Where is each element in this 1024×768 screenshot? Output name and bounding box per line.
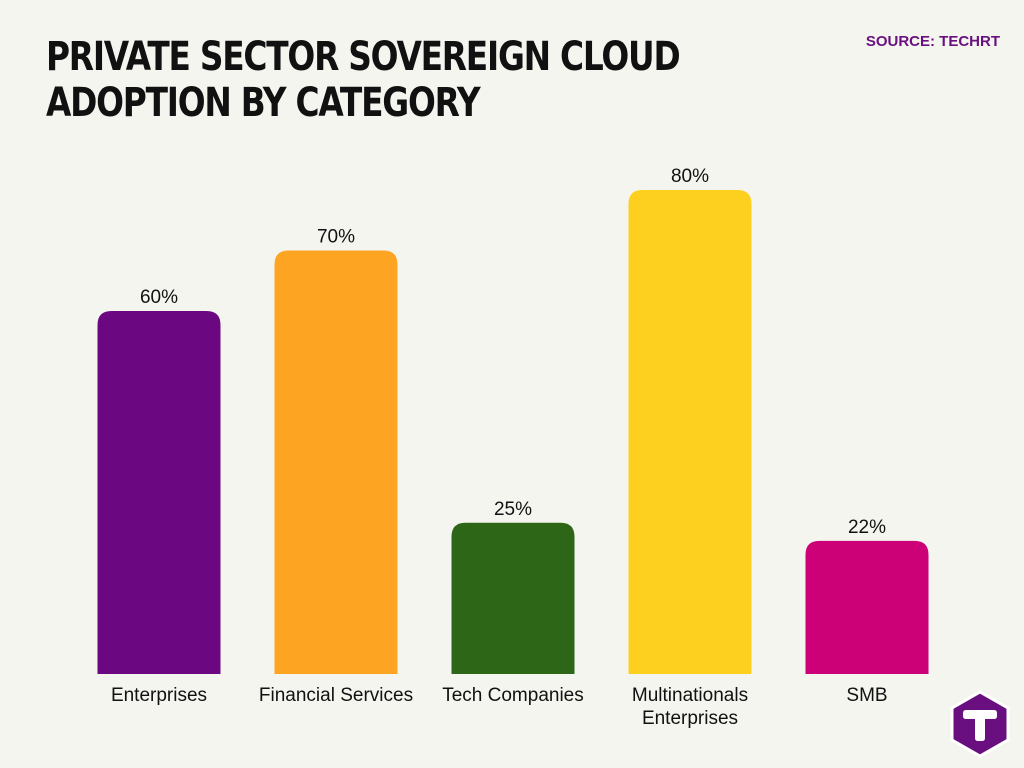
techrt-logo-icon: [950, 690, 1010, 758]
bar-5: [805, 540, 929, 674]
category-label: Enterprises: [642, 708, 738, 729]
value-label: 70%: [317, 227, 355, 248]
value-label: 25%: [494, 499, 532, 520]
category-label: Financial Services: [259, 685, 413, 706]
category-label: SMB: [846, 685, 887, 706]
bar-3: [451, 522, 575, 674]
bar-2: [274, 250, 398, 674]
value-label: 60%: [140, 287, 178, 308]
value-label: 80%: [671, 166, 709, 187]
value-label: 22%: [848, 517, 886, 538]
category-label: Tech Companies: [442, 685, 584, 706]
bar-1: [97, 311, 221, 674]
category-label: Multinationals: [632, 685, 748, 706]
bar-4: [628, 190, 752, 674]
source-label: SOURCE: TECHRT: [865, 33, 1000, 50]
category-label: Enterprises: [111, 685, 207, 706]
chart-title: PRIVATE SECTOR SOVEREIGN CLOUD ADOPTION …: [46, 34, 681, 126]
